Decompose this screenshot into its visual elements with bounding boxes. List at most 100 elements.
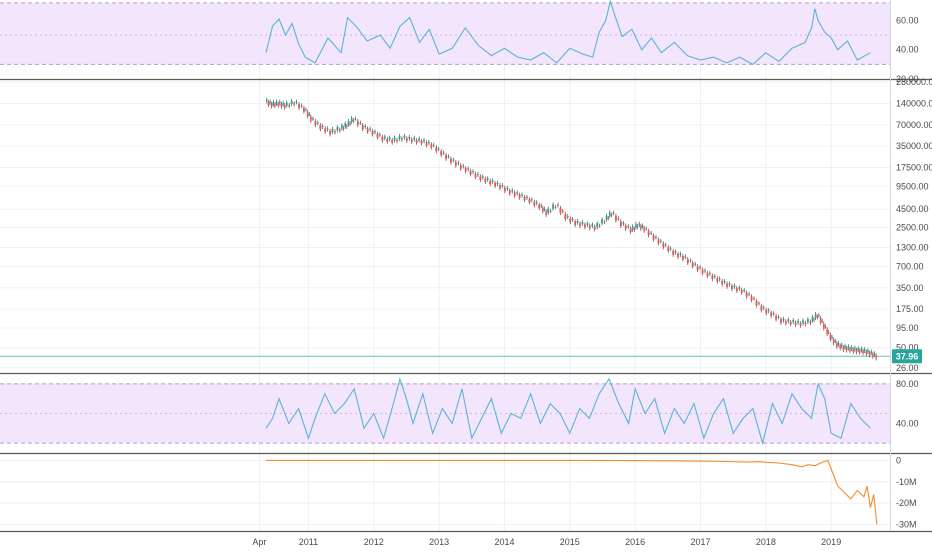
y-tick-label: 175.00 (896, 304, 924, 314)
candle-up (540, 205, 543, 207)
candle-down (376, 133, 379, 138)
y-tick-label: 95.00 (896, 323, 919, 333)
candle-up (645, 228, 648, 230)
y-tick-label: 26.00 (896, 363, 919, 373)
candle-down (809, 321, 812, 324)
x-tick-label: 2014 (494, 537, 514, 547)
candle-down (829, 334, 832, 340)
candle-down (342, 127, 345, 129)
candle-down (450, 158, 452, 163)
candle-up (841, 344, 843, 347)
candle-down (701, 269, 704, 274)
candle-down (827, 331, 830, 333)
candle-down (706, 272, 709, 277)
candle-down (845, 348, 848, 351)
candle-up (295, 101, 298, 103)
candle-up (860, 348, 863, 351)
candle-up (622, 222, 625, 224)
candle-up (476, 174, 479, 176)
candle-down (657, 239, 660, 244)
candle-down (849, 348, 851, 352)
candle-down (816, 316, 819, 318)
candle-down (716, 278, 719, 282)
x-tick-label: 2019 (821, 537, 841, 547)
candle-up (516, 192, 519, 194)
candle-up (457, 162, 460, 164)
candle-down (696, 266, 699, 271)
candle-up (432, 144, 435, 146)
candle-up (378, 134, 381, 136)
candle-down (789, 321, 792, 325)
candle-up (596, 223, 599, 228)
candle-down (813, 319, 815, 321)
candle-down (564, 213, 567, 220)
y-tick-label: 9500.00 (896, 181, 929, 191)
candle-up (844, 345, 846, 348)
candle-up (403, 135, 406, 138)
candle-up (627, 226, 630, 228)
candle-down (420, 140, 423, 144)
candle-down (721, 280, 724, 285)
candle-up (331, 128, 334, 133)
y-tick-label: -10M (896, 477, 917, 487)
candle-up (659, 240, 662, 242)
candle-up (547, 208, 550, 213)
candle-up (811, 316, 814, 321)
candle-down (405, 138, 408, 141)
candle-down (391, 139, 394, 143)
candle-down (735, 287, 738, 292)
candle-down (865, 351, 868, 355)
candle-up (383, 136, 386, 139)
candle-up (738, 287, 741, 289)
candle-up (521, 194, 523, 196)
candle-up (393, 137, 396, 141)
oscillator-band (0, 2, 890, 65)
candle-down (293, 103, 296, 105)
candle-up (496, 182, 499, 184)
candle-down (636, 226, 639, 228)
candle-up (601, 219, 603, 224)
candle-up (674, 251, 677, 253)
candle-up (605, 215, 608, 220)
candle-up (467, 168, 470, 170)
candle-down (314, 120, 317, 126)
candle-down (640, 225, 642, 230)
candle-down (745, 292, 748, 297)
candle-up (591, 224, 594, 227)
candle-down (338, 129, 341, 131)
candle-up (850, 346, 853, 349)
candle-up (689, 260, 692, 262)
candle-down (484, 178, 487, 183)
y-tick-label: 80.00 (896, 379, 919, 389)
candle-down (454, 161, 457, 166)
candle-down (538, 204, 541, 209)
y-tick-label: 60.00 (896, 15, 919, 25)
candle-down (352, 120, 355, 122)
y-tick-label: 70000.00 (896, 120, 932, 130)
candle-down (826, 329, 828, 335)
candle-up (423, 139, 425, 142)
candle-down (794, 322, 797, 326)
candle-down (868, 352, 871, 356)
y-tick-label: 40.00 (896, 45, 919, 55)
candle-up (743, 290, 746, 292)
candle-up (543, 208, 546, 210)
candle-down (619, 221, 622, 227)
candle-down (346, 125, 348, 128)
candle-down (523, 196, 526, 201)
candle-down (386, 138, 389, 142)
candle-up (285, 102, 288, 106)
candle-down (579, 223, 581, 227)
candle-down (306, 111, 309, 117)
candle-up (713, 275, 716, 277)
candle-down (349, 123, 351, 125)
x-tick-label: 2018 (756, 537, 776, 547)
candle-up (571, 218, 574, 220)
candle-up (511, 190, 514, 192)
candle-up (723, 281, 726, 283)
candle-up (797, 320, 800, 323)
candle-up (442, 152, 445, 154)
candle-down (818, 314, 820, 316)
